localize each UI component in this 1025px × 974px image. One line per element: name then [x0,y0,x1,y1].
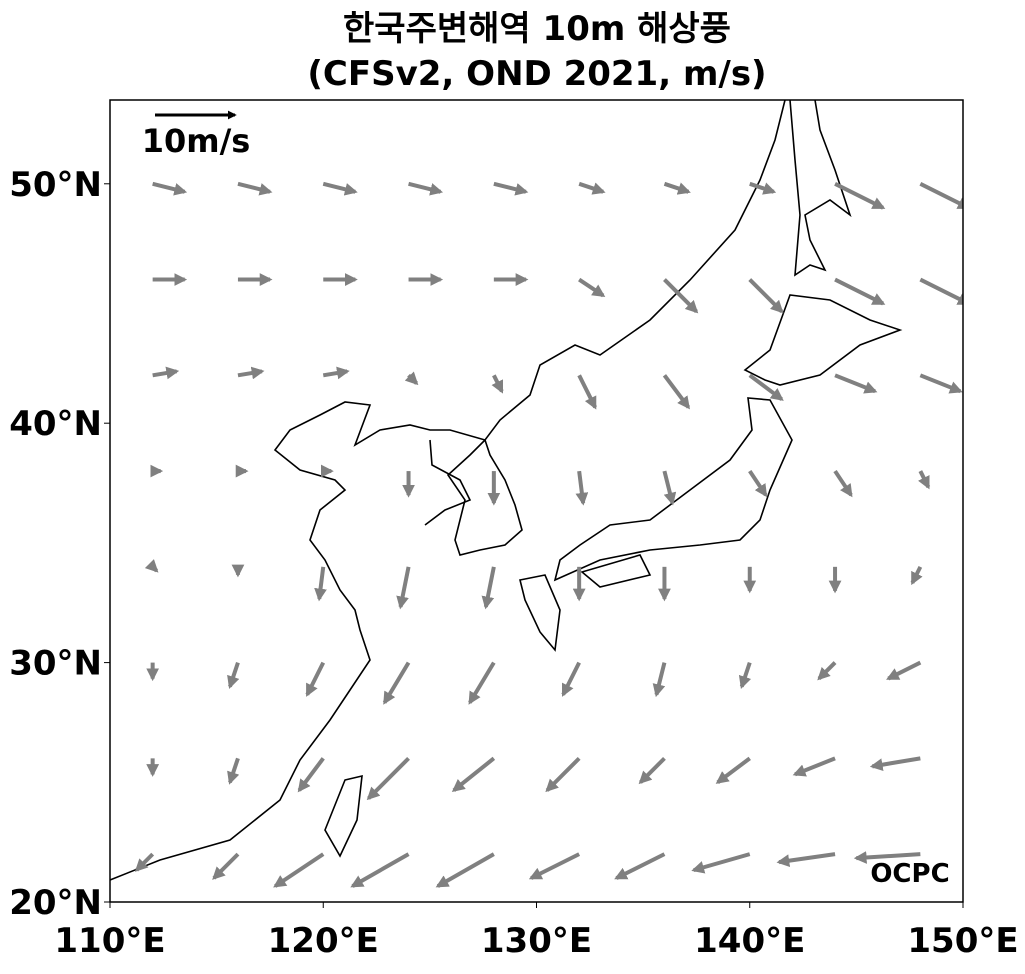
wind-arrow [853,851,921,864]
wind-vectors [134,181,963,888]
wind-arrow [493,181,529,196]
wind-arrow [910,565,923,586]
wind-arrow [404,371,419,386]
wind-arrow [408,181,444,196]
coast-korea [446,438,523,556]
x-tick-label: 120°E [268,921,379,961]
x-tick-label: 110°E [54,921,165,961]
wind-arrow [834,373,878,394]
wind-arrow [918,470,931,490]
wind-arrow [577,374,597,410]
x-tick-label: 140°E [694,921,805,961]
wind-arrow [435,852,495,888]
y-tick-label: 50°N [9,165,102,205]
wind-arrow [578,181,606,195]
wind-arrow [792,756,836,777]
wind-arrow [212,852,240,880]
wind-arrow [314,566,327,602]
wind-arrow [748,278,784,314]
wind-arrow [451,756,496,792]
wind-arrow [227,661,240,690]
wind-arrow [152,366,180,380]
wind-arrow [919,182,963,209]
coast-sakhalin [789,100,852,277]
wind-arrow [322,366,350,380]
wind-arrow [578,277,606,298]
logo: OCPC [870,859,949,889]
coast-china [110,100,786,881]
wind-arrow [297,757,325,793]
map-frame [109,99,964,903]
y-tick-label: 20°N [9,883,102,923]
wind-arrow [545,756,581,793]
wind-arrow [491,374,504,394]
wind-arrow [738,661,752,690]
reference-label: 10m/s [142,122,251,160]
wind-arrow [481,566,496,610]
wind-arrow [468,661,496,705]
coast-kyushu [519,574,561,652]
coast-taiwan [324,774,363,858]
wind-arrow [886,660,922,681]
coastlines [110,100,903,881]
wind-arrow [350,852,410,888]
coast-shandong [424,439,472,526]
wind-arrow [663,278,699,314]
wind-arrow [366,756,410,801]
wind-arrow [749,181,777,195]
wind-arrow [663,181,691,195]
wind-arrow [748,373,784,401]
y-tick-label: 40°N [9,404,102,444]
coast-honshu [553,397,793,582]
wind-arrow [748,469,768,498]
wind-arrow [144,559,159,573]
y-tick-label: 30°N [9,644,102,684]
x-tick-label: 150°E [907,921,1018,961]
wind-arrow [561,661,581,697]
wind-arrow [691,852,751,874]
wind-arrow [834,182,886,210]
wind-arrow [652,662,667,698]
wind-arrow [134,852,155,872]
wind-arrow [919,373,963,394]
coast-shikoku [580,554,652,588]
wind-arrow [152,181,188,196]
wind-arrow [305,661,326,697]
wind-arrow [614,852,666,880]
wind-arrow [662,470,677,506]
wind-arrow [869,756,921,771]
wind-arrow [396,566,411,610]
wind-arrow [237,181,273,196]
wind-arrow [322,181,358,196]
wind-arrow [528,852,581,880]
x-tick-label: 130°E [481,921,592,961]
coast-hokkaido [743,294,903,386]
wind-arrow [817,661,837,681]
wind-arrow [715,756,751,784]
wind-arrow [273,852,325,888]
wind-arrow [776,852,836,868]
wind-arrow [237,366,265,380]
wind-arrow [575,470,589,506]
wind-arrow [227,757,240,785]
wind-arrow [662,374,691,410]
subtitle: (CFSv2, OND 2021, m/s) [307,54,766,94]
wind-arrow [834,277,886,306]
title: 한국주변해역 10m 해상풍 [343,9,731,49]
wind-arrow [833,469,853,498]
wind-arrow [919,277,963,305]
wind-arrow [638,756,666,785]
wind-arrow [382,661,411,705]
